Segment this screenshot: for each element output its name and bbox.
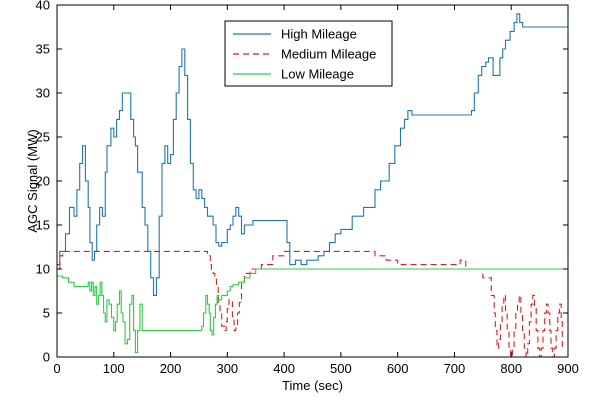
- y-tick-label: 20: [36, 174, 50, 189]
- x-tick-label: 0: [53, 361, 60, 376]
- y-tick-label: 30: [36, 86, 50, 101]
- legend: High Mileage Medium Mileage Low Mileage: [224, 20, 393, 87]
- legend-label: High Mileage: [281, 27, 357, 42]
- x-tick-label: 100: [103, 361, 125, 376]
- x-tick-label: 300: [216, 361, 238, 376]
- y-tick-label: 25: [36, 130, 50, 145]
- y-tick-label: 5: [43, 306, 50, 321]
- x-tick-label: 700: [444, 361, 466, 376]
- x-tick-label: 600: [387, 361, 409, 376]
- legend-box: [224, 20, 393, 87]
- x-tick-label: 800: [500, 361, 522, 376]
- series-line-medium-mileage: [57, 250, 563, 358]
- y-tick-label: 10: [36, 262, 50, 277]
- y-tick-label: 35: [36, 42, 50, 57]
- series-line-high-mileage: [57, 13, 568, 296]
- axes-layer: 0 100 200 300 400 500 600 700 800 900 0 5 10 15 20 25 30…: [36, 0, 579, 376]
- legend-label: Low Mileage: [281, 67, 354, 82]
- y-tick-label: 15: [36, 218, 50, 233]
- x-tick-label: 900: [557, 361, 579, 376]
- x-tick-label: 400: [273, 361, 295, 376]
- y-axis-label: AGC Signal (MW): [25, 129, 40, 232]
- y-tick-label: 40: [36, 0, 50, 13]
- x-tick-label: 500: [330, 361, 352, 376]
- legend-label: Medium Mileage: [281, 47, 376, 62]
- series-line-low-mileage: [57, 268, 568, 354]
- x-tick-label: 200: [160, 361, 182, 376]
- x-axis-label: Time (sec): [282, 378, 343, 393]
- series-layer: [57, 13, 568, 358]
- y-tick-label: 0: [43, 350, 50, 365]
